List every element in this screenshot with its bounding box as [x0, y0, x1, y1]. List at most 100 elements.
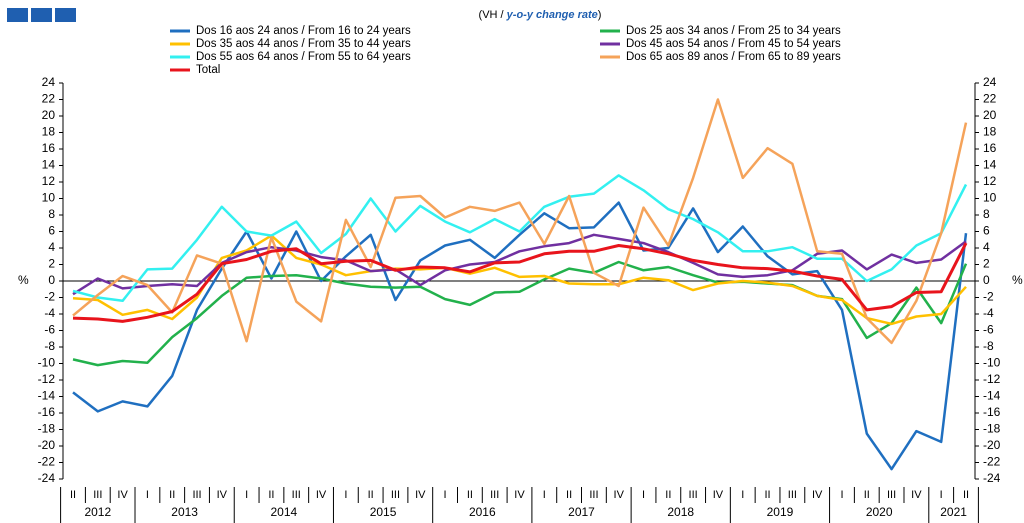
x-tick-label: I	[543, 489, 546, 501]
y2-tick-label: -6	[983, 323, 994, 337]
x-tick-label: II	[566, 489, 572, 501]
y2-tick-label: 18	[983, 125, 997, 139]
x-tick-label: IV	[217, 489, 228, 501]
logo-block	[31, 8, 52, 22]
x-tick-label: I	[642, 489, 645, 501]
subtitle-part: )	[598, 9, 602, 21]
y2-tick-label: 12	[983, 174, 997, 188]
x-tick-label: I	[840, 489, 843, 501]
y2-tick-label: 4	[983, 240, 990, 254]
y-tick-label: -8	[44, 339, 55, 353]
x-tick-label: II	[963, 489, 969, 501]
y-tick-label: -20	[38, 438, 56, 452]
y2-tick-label: 24	[983, 75, 997, 89]
series-line	[72, 234, 967, 326]
y-tick-label: -12	[38, 372, 56, 386]
year-label: 2012	[84, 505, 111, 519]
year-label: 2018	[667, 505, 694, 519]
y-tick-label: -6	[44, 323, 55, 337]
y-tick-label: -10	[38, 356, 56, 370]
x-tick-label: II	[268, 489, 274, 501]
y2-tick-label: 2	[983, 257, 990, 271]
y-tick-label: 10	[42, 191, 56, 205]
x-tick-label: II	[764, 489, 770, 501]
legend-label: Total	[196, 64, 220, 76]
series-line	[72, 233, 967, 296]
y-tick-label: 4	[48, 240, 55, 254]
x-tick-label: I	[344, 489, 347, 501]
y2-tick-label: -10	[983, 356, 1001, 370]
x-tick-label: IV	[514, 489, 525, 501]
y2-tick-label: -16	[983, 405, 1001, 419]
y2-tick-label: 0	[983, 273, 990, 287]
legend-label: Dos 45 aos 54 anos / From 45 to 54 years	[626, 38, 841, 50]
y2-tick-label: 14	[983, 158, 997, 172]
legend-label: Dos 65 aos 89 anos / From 65 to 89 years	[626, 51, 841, 63]
y2-tick-label: 6	[983, 224, 990, 238]
y-tick-label: 18	[42, 125, 56, 139]
x-tick-label: IV	[316, 489, 327, 501]
x-tick-label: I	[741, 489, 744, 501]
x-tick-label: II	[864, 489, 870, 501]
y2-tick-label: 8	[983, 207, 990, 221]
x-tick-label: III	[192, 489, 201, 501]
y2-tick-label: -2	[983, 290, 994, 304]
legend-label: Dos 35 aos 44 anos / From 35 to 44 years	[196, 38, 411, 50]
year-label: 2015	[370, 505, 397, 519]
x-tick-label: III	[490, 489, 499, 501]
legend-label: Dos 55 aos 64 anos / From 55 to 64 years	[196, 51, 411, 63]
y-tick-label: 2	[48, 257, 55, 271]
series-line	[72, 174, 968, 303]
y2-tick-label: -20	[983, 438, 1001, 452]
y-tick-label: -22	[38, 455, 56, 469]
y-tick-label: 8	[48, 207, 55, 221]
series-line	[72, 201, 968, 471]
x-tick-label: II	[70, 489, 76, 501]
x-tick-label: II	[665, 489, 671, 501]
x-tick-label: I	[146, 489, 149, 501]
x-tick-label: I	[245, 489, 248, 501]
x-tick-label: IV	[812, 489, 823, 501]
legend-label: Dos 25 aos 34 anos / From 25 to 34 years	[626, 25, 841, 37]
x-tick-label: III	[589, 489, 598, 501]
y2-tick-label: -4	[983, 306, 994, 320]
y-tick-label: 24	[42, 75, 56, 89]
y-tick-label: 22	[42, 92, 56, 106]
x-tick-label: IV	[415, 489, 426, 501]
x-tick-label: II	[169, 489, 175, 501]
x-tick-label: IV	[911, 489, 922, 501]
series-line	[72, 98, 968, 345]
x-tick-label: I	[940, 489, 943, 501]
x-tick-label: II	[467, 489, 473, 501]
chart-subtitle: (VH / y-o-y change rate)	[479, 9, 602, 21]
legend-label: Dos 16 aos 24 anos / From 16 to 24 years	[196, 25, 411, 37]
y-tick-label: 16	[42, 141, 56, 155]
year-label: 2017	[568, 505, 595, 519]
x-tick-label: III	[788, 489, 797, 501]
subtitle-part: (VH /	[479, 9, 507, 21]
x-tick-label: III	[887, 489, 896, 501]
x-tick-label: IV	[614, 489, 625, 501]
y-tick-label: -2	[44, 290, 55, 304]
x-tick-label: III	[391, 489, 400, 501]
x-tick-label: III	[689, 489, 698, 501]
y2-tick-label: -18	[983, 422, 1001, 436]
y-tick-label: 0	[48, 273, 55, 287]
logo-block	[55, 8, 76, 22]
year-label: 2019	[767, 505, 794, 519]
series-line	[72, 242, 968, 323]
subtitle-part: y-o-y change rate	[506, 9, 598, 21]
y-tick-label: 12	[42, 174, 56, 188]
x-tick-label: II	[368, 489, 374, 501]
x-tick-label: III	[93, 489, 102, 501]
y-tick-label: 6	[48, 224, 55, 238]
y-tick-label: -4	[44, 306, 55, 320]
y2-tick-label: -24	[983, 471, 1001, 485]
y2-tick-label: -12	[983, 372, 1001, 386]
y2-axis-label: %	[1012, 273, 1023, 287]
x-tick-label: IV	[713, 489, 724, 501]
y2-tick-label: 10	[983, 191, 997, 205]
year-label: 2016	[469, 505, 496, 519]
y-axis-label: %	[18, 273, 29, 287]
